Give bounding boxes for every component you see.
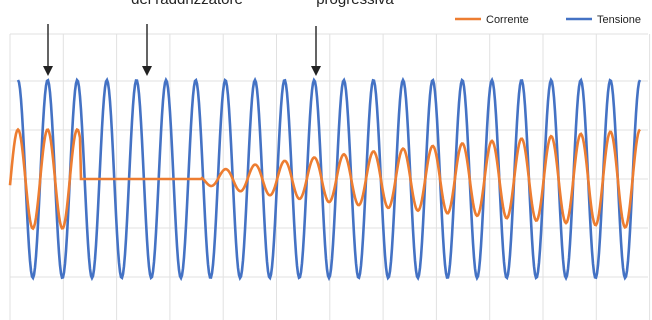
annotation-labels: del raddrizzatore progressiva [131, 0, 394, 8]
series-line-corrente [8, 127, 641, 231]
annotation-arrows [43, 24, 321, 76]
annotation-arrow-1 [142, 24, 152, 76]
annotation-label-raddrizzatore: del raddrizzatore [131, 0, 243, 8]
annotation-arrow-2 [311, 26, 321, 76]
series-line-tensione [16, 76, 642, 282]
annotation-arrow-0 [43, 24, 53, 76]
legend-label-corrente: Corrente [486, 14, 529, 26]
legend: Corrente Tensione [455, 14, 641, 26]
legend-label-tensione: Tensione [597, 14, 641, 26]
annotation-label-progressiva: progressiva [316, 0, 394, 8]
